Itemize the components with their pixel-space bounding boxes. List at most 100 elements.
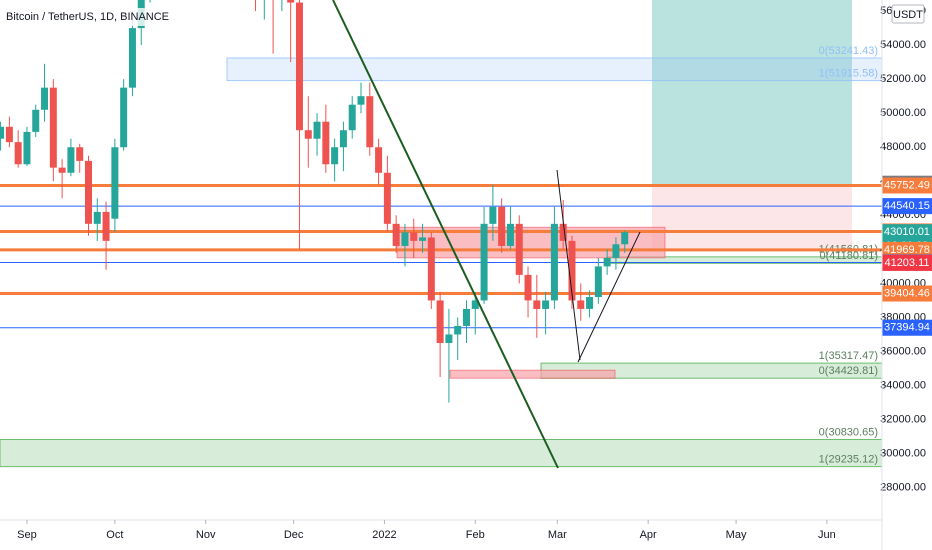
candle-body: [542, 300, 550, 309]
currency[interactable]: USDT: [893, 9, 923, 21]
trendline: [332, 0, 559, 469]
x-tick-label: May: [726, 529, 747, 541]
price-tag-label: 37394.94: [884, 322, 930, 334]
candle-body: [366, 96, 374, 148]
y-tick-label: 48000.00: [880, 141, 926, 153]
price-tag: [882, 319, 932, 336]
candle-body: [287, 0, 295, 3]
candle-body: [313, 121, 321, 139]
candle-body: [102, 211, 110, 241]
fib-label: 0(34429.81): [819, 365, 878, 377]
candle-body: [348, 104, 356, 131]
y-tick-label: 50000.00: [880, 107, 926, 119]
candle-body: [401, 232, 409, 246]
price-tag: [882, 285, 932, 302]
candle-body: [419, 237, 427, 241]
currency-button[interactable]: [891, 4, 925, 24]
candle-body: [67, 147, 75, 173]
trendline: [577, 231, 641, 363]
candle-body: [41, 87, 49, 110]
price-tag-label: 41203.11: [884, 257, 929, 269]
plot-area: 0(53241.43)1(51915.58)1(41560.81)0(41180…: [0, 0, 882, 469]
fib-label: 1(51915.58): [819, 67, 878, 79]
candle-body: [594, 266, 602, 298]
fib-label: 0(41180.81): [819, 250, 878, 262]
candle-body: [322, 121, 330, 165]
position-stop: [652, 185, 852, 250]
candle-body: [612, 244, 620, 258]
fib-label: 1(29235.12): [819, 454, 878, 466]
candle-body: [489, 206, 497, 224]
x-tick-label: Nov: [196, 529, 216, 541]
candle-body: [23, 131, 31, 165]
trendline: [556, 169, 581, 361]
candle-body: [498, 206, 506, 246]
candle-body: [603, 257, 611, 267]
candle-body: [49, 87, 57, 168]
candle-body: [32, 109, 40, 132]
x-tick-label: Apr: [640, 529, 657, 541]
candle-body: [295, 2, 303, 131]
candle-body: [550, 223, 558, 301]
fib-label: 1(35317.47): [819, 350, 878, 362]
price-tag: [882, 254, 932, 271]
candle-body: [111, 147, 119, 219]
candle-body: [339, 130, 347, 148]
candle-body: [524, 274, 532, 301]
candle-body: [410, 232, 418, 241]
box: [449, 369, 616, 379]
candle-body: [577, 300, 585, 309]
price-tag-label: 39404.46: [884, 287, 930, 299]
candle-body: [14, 142, 22, 165]
candle-body: [120, 87, 128, 148]
candle-body: [559, 223, 567, 241]
candle-body: [454, 325, 462, 335]
x-tick-label: Oct: [106, 529, 123, 541]
x-tick-label: Mar: [548, 529, 567, 541]
candle-body: [445, 334, 453, 343]
candle-body: [621, 232, 629, 245]
fib-label: 0(53241.43): [819, 45, 878, 57]
candle-body: [515, 223, 523, 275]
x-tick-label: Dec: [284, 529, 304, 541]
candle-body: [84, 160, 92, 224]
candle-body: [436, 300, 444, 343]
price-tag: [882, 198, 932, 215]
position-target: [652, 0, 852, 186]
price-tag-label: 44540.15: [884, 200, 930, 212]
fib-label: 0(30830.65): [819, 426, 878, 438]
candle-body: [568, 240, 576, 301]
price-tag-label: 41969.78: [884, 244, 930, 256]
price-axis: 28000.00 30000.00 32000.00 34000.00 36000.00…: [880, 5, 932, 494]
price-tag-label: 45752.49: [884, 179, 930, 191]
candle-body: [5, 126, 13, 143]
y-tick-label: 34000.00: [880, 379, 926, 391]
candle-body: [533, 300, 541, 309]
y-tick-label: 36000.00: [880, 345, 926, 357]
y-tick-label: 52000.00: [880, 73, 926, 85]
candle-body: [471, 300, 479, 309]
title-bg: [0, 8, 150, 26]
price-tag: [882, 177, 932, 194]
price-tag-label: 43010.01: [884, 226, 930, 238]
candle-body: [357, 96, 365, 105]
x-tick-label: Jun: [818, 529, 836, 541]
fib-zone: [226, 57, 882, 82]
candle-body: [480, 223, 488, 301]
y-tick-label: 28000.00: [880, 482, 926, 494]
candle-body: [93, 211, 101, 224]
candle-body: [76, 147, 84, 161]
candle-body: [586, 297, 594, 309]
x-tick-label: Sep: [17, 529, 37, 541]
candle-body: [392, 223, 400, 246]
y-tick-label: 54000.00: [880, 39, 926, 51]
candle-body: [462, 308, 470, 326]
candle-body: [506, 223, 514, 246]
candle-body: [375, 147, 383, 173]
candle-body: [383, 172, 391, 224]
y-tick-label: 30000.00: [880, 448, 926, 460]
candle-body: [128, 28, 136, 88]
y-tick-label: 32000.00: [880, 413, 926, 425]
candle-body: [331, 147, 339, 165]
